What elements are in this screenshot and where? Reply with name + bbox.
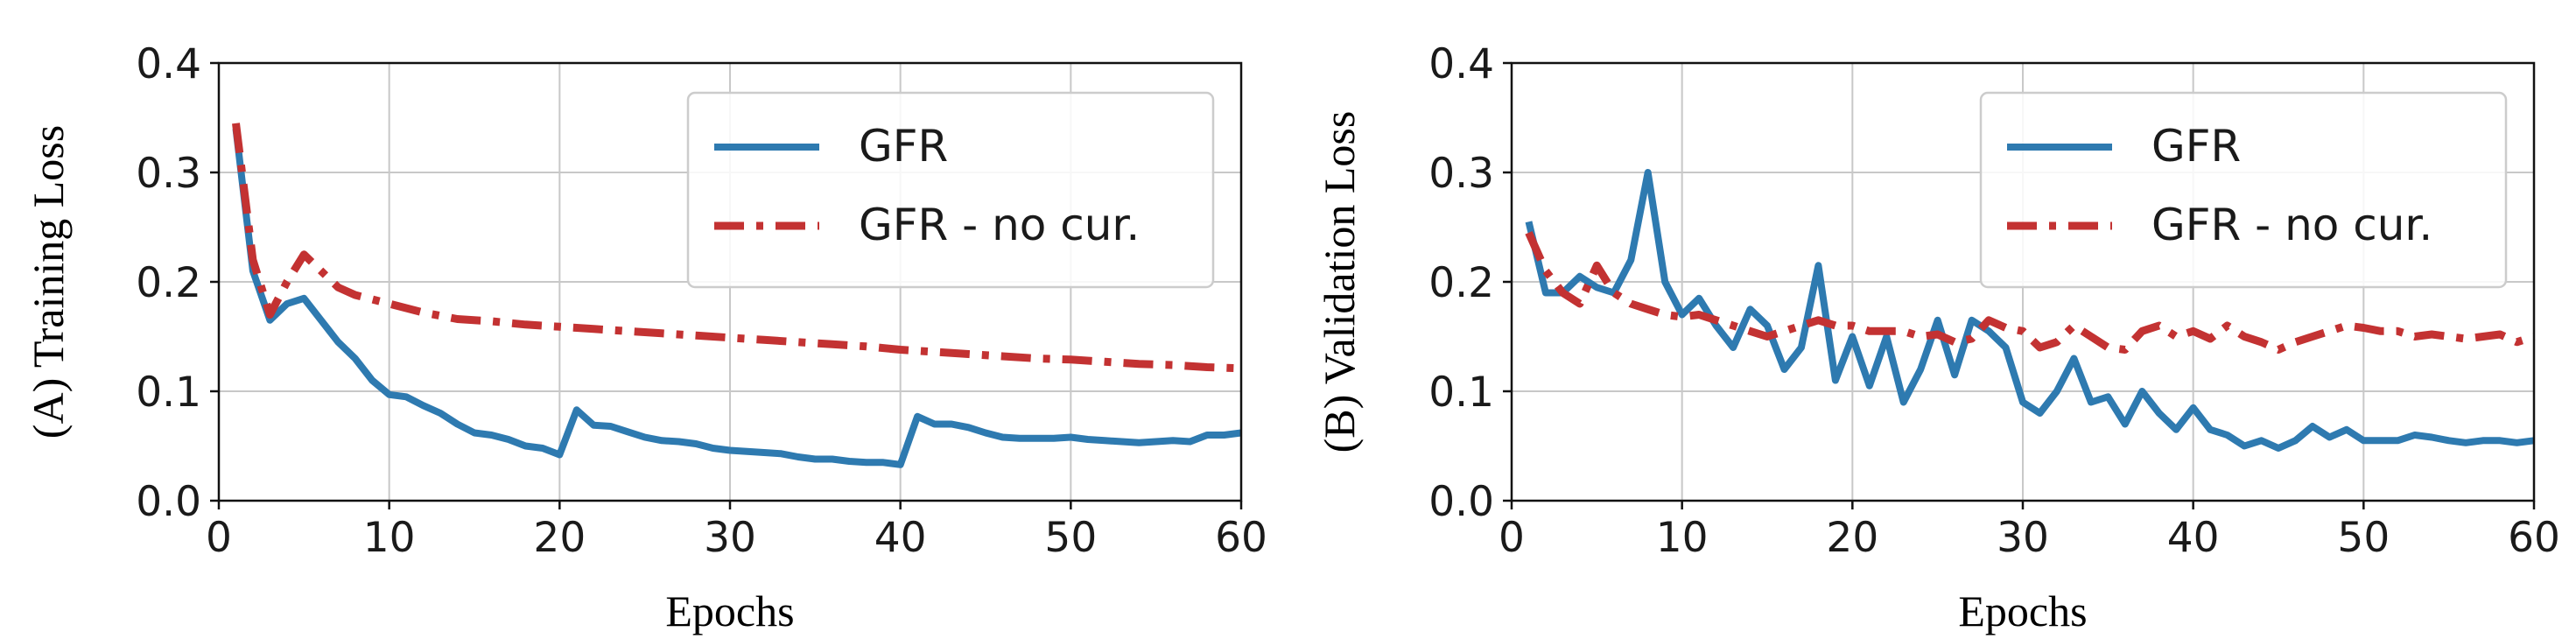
x-tick-label: 40 <box>2167 514 2220 562</box>
x-tick-label: 20 <box>533 514 586 562</box>
y-tick-label: 0.1 <box>136 369 201 417</box>
y-tick-label: 0.2 <box>1428 259 1494 307</box>
y-tick-label: 0.3 <box>1428 150 1494 198</box>
x-axis-label: Epochs <box>665 586 794 635</box>
y-axis-label: (A) Training Loss <box>24 125 73 439</box>
x-tick-label: 20 <box>1826 514 1878 562</box>
y-tick-label: 0.2 <box>136 259 201 307</box>
series-line-gfr-no-cur <box>1525 230 2536 354</box>
series-line-gfr-no-cur <box>232 123 1242 373</box>
series-line-gfr <box>232 128 1242 468</box>
legend-label-gfr-no-cur: GFR - no cur. <box>2151 200 2432 250</box>
x-tick-label: 10 <box>363 514 416 562</box>
legend-box <box>686 91 1215 289</box>
x-tick-label: 0 <box>206 514 232 562</box>
x-tick-label: 0 <box>1499 514 1525 562</box>
x-tick-label: 30 <box>704 514 756 562</box>
chart-panel-a: 0 10 20 30 40 50 60 0.0 0.1 0.2 0.3 0.4 Epochs (A) Tr… <box>24 40 1267 635</box>
y-tick-label: 0.0 <box>136 478 201 526</box>
legend: GFR GFR - no cur. <box>686 91 1215 289</box>
x-tick-label: 50 <box>1044 514 1097 562</box>
x-tick-label: 50 <box>2337 514 2390 562</box>
chart-panel-b: 0 10 20 30 40 50 60 0.0 0.1 0.2 0.3 0.4 Epochs (B) Va… <box>1315 40 2560 635</box>
legend-label-gfr-no-cur: GFR - no cur. <box>859 200 1140 250</box>
x-tick-label: 40 <box>874 514 927 562</box>
x-tick-label: 30 <box>1997 514 2049 562</box>
legend-label-gfr: GFR <box>859 121 948 172</box>
x-tick-label: 10 <box>1656 514 1709 562</box>
y-tick-label: 0.1 <box>1428 369 1494 417</box>
legend-label-gfr: GFR <box>2151 121 2241 172</box>
y-tick-label: 0.4 <box>1428 40 1494 88</box>
legend-box <box>1979 91 2508 289</box>
x-tick-label: 60 <box>2508 514 2560 562</box>
y-tick-label: 0.4 <box>136 40 201 88</box>
legend: GFR GFR - no cur. <box>1979 91 2508 289</box>
x-tick-label: 60 <box>1215 514 1267 562</box>
series-line-gfr <box>1525 169 2535 452</box>
y-axis-label: (B) Validation Loss <box>1315 111 1364 453</box>
y-tick-label: 0.0 <box>1428 478 1494 526</box>
x-axis-label: Epochs <box>1958 586 2087 635</box>
y-tick-label: 0.3 <box>136 150 201 198</box>
